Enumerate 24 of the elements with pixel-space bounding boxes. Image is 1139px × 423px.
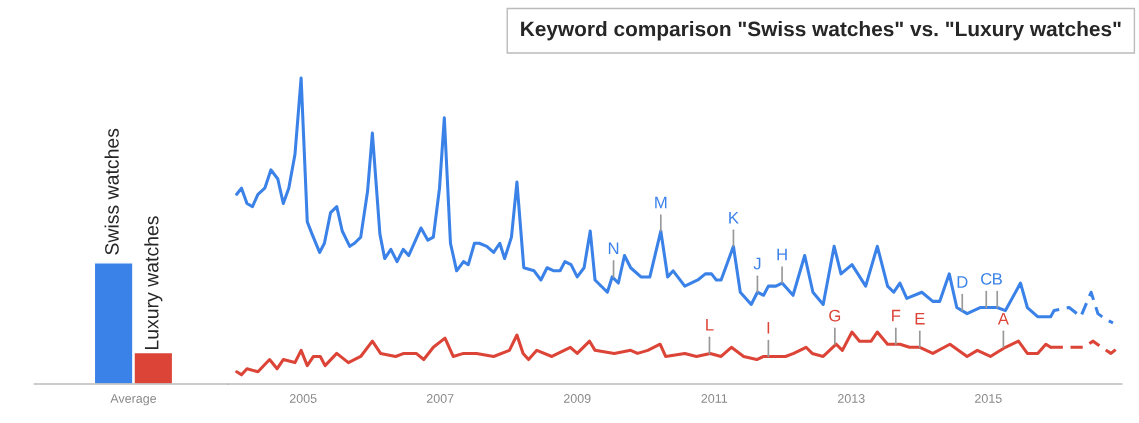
x-tick-label: 2007 bbox=[426, 394, 454, 403]
text: Luxury watches bbox=[144, 216, 163, 350]
annotation: F bbox=[892, 309, 901, 322]
annotation: C bbox=[981, 272, 992, 285]
annotation: N bbox=[608, 242, 619, 255]
x-tick-label: 2013 bbox=[838, 394, 865, 403]
annotation: K bbox=[729, 211, 739, 224]
annotation: G bbox=[829, 309, 841, 322]
annotation: M bbox=[655, 196, 667, 209]
chart-title: Keyword comparison "Swiss watches" vs. "Luxury watches" bbox=[521, 21, 1121, 41]
x-tick-label: Average bbox=[110, 394, 157, 406]
annotation: D bbox=[957, 276, 968, 288]
annotation: I bbox=[767, 322, 770, 334]
x-tick-label: 2011 bbox=[701, 394, 728, 403]
x-tick-label: 2015 bbox=[975, 394, 1002, 403]
annotation: J bbox=[753, 257, 761, 270]
x-tick-label: 2005 bbox=[289, 394, 317, 403]
text: Swiss watches bbox=[104, 128, 119, 255]
x-tick-label: 2009 bbox=[563, 394, 591, 403]
annotation: H bbox=[777, 248, 787, 261]
annotation: E bbox=[915, 312, 925, 325]
annotation: L bbox=[706, 319, 714, 331]
annotation: B bbox=[993, 273, 1002, 285]
annotation: A bbox=[997, 312, 1009, 325]
